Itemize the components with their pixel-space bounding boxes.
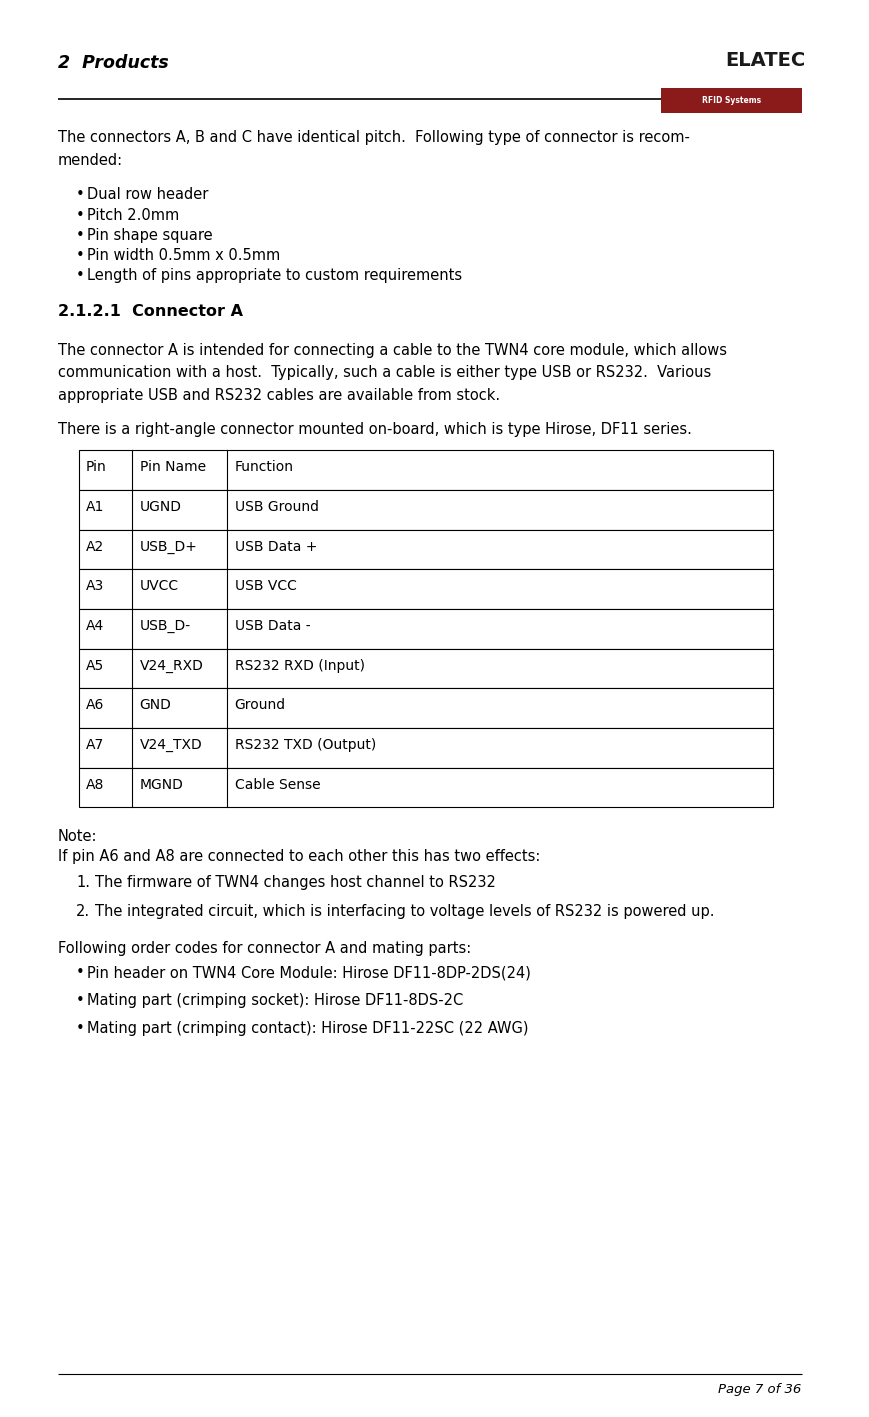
Text: •: • xyxy=(76,268,85,283)
Text: mended:: mended: xyxy=(58,153,123,167)
Text: V24_TXD: V24_TXD xyxy=(140,738,202,752)
Text: Dual row header: Dual row header xyxy=(87,187,209,203)
Text: USB VCC: USB VCC xyxy=(235,580,296,594)
Text: RFID Systems: RFID Systems xyxy=(702,96,761,105)
FancyBboxPatch shape xyxy=(78,451,773,490)
Text: A6: A6 xyxy=(86,699,104,713)
Text: •: • xyxy=(76,228,85,242)
Text: The connectors A, B and C have identical pitch.  Following type of connector is : The connectors A, B and C have identical… xyxy=(58,130,690,146)
FancyBboxPatch shape xyxy=(78,570,773,609)
Text: Pitch 2.0mm: Pitch 2.0mm xyxy=(87,208,179,222)
FancyBboxPatch shape xyxy=(661,88,801,113)
Text: Function: Function xyxy=(235,461,294,475)
Text: A8: A8 xyxy=(86,778,104,792)
FancyBboxPatch shape xyxy=(78,689,773,728)
Text: A3: A3 xyxy=(86,580,104,594)
Text: USB Data -: USB Data - xyxy=(235,619,310,633)
Text: A5: A5 xyxy=(86,659,104,673)
Text: Note:: Note: xyxy=(58,829,97,843)
Text: UVCC: UVCC xyxy=(140,580,179,594)
Text: •: • xyxy=(76,208,85,222)
Text: 2.: 2. xyxy=(76,904,90,918)
Text: USB_D+: USB_D+ xyxy=(140,540,197,554)
Text: RS232 TXD (Output): RS232 TXD (Output) xyxy=(235,738,376,752)
Text: 1.: 1. xyxy=(76,874,90,890)
Text: 2.1.2.1  Connector A: 2.1.2.1 Connector A xyxy=(58,303,242,319)
Text: USB Ground: USB Ground xyxy=(235,500,319,514)
Text: •: • xyxy=(76,1022,85,1036)
Text: Mating part (crimping socket): Hirose DF11-8DS-2C: Mating part (crimping socket): Hirose DF… xyxy=(87,993,463,1009)
Text: •: • xyxy=(76,965,85,981)
Text: •: • xyxy=(76,993,85,1009)
FancyBboxPatch shape xyxy=(78,609,773,649)
Text: A7: A7 xyxy=(86,738,104,752)
Text: UGND: UGND xyxy=(140,500,182,514)
FancyBboxPatch shape xyxy=(78,490,773,530)
Text: Pin shape square: Pin shape square xyxy=(87,228,212,242)
Text: Cable Sense: Cable Sense xyxy=(235,778,321,792)
Text: USB_D-: USB_D- xyxy=(140,619,191,633)
Text: V24_RXD: V24_RXD xyxy=(140,659,203,673)
FancyBboxPatch shape xyxy=(78,728,773,768)
Text: Ground: Ground xyxy=(235,699,286,713)
Text: There is a right-angle connector mounted on-board, which is type Hirose, DF11 se: There is a right-angle connector mounted… xyxy=(58,422,692,438)
Text: •: • xyxy=(76,248,85,264)
Text: 2  Products: 2 Products xyxy=(58,54,169,72)
Text: The connector A is intended for connecting a cable to the TWN4 core module, whic: The connector A is intended for connecti… xyxy=(58,343,726,359)
Text: Mating part (crimping contact): Hirose DF11-22SC (22 AWG): Mating part (crimping contact): Hirose D… xyxy=(87,1022,528,1036)
Text: RS232 RXD (Input): RS232 RXD (Input) xyxy=(235,659,365,673)
FancyBboxPatch shape xyxy=(78,530,773,570)
Text: The integrated circuit, which is interfacing to voltage levels of RS232 is power: The integrated circuit, which is interfa… xyxy=(95,904,714,918)
Text: MGND: MGND xyxy=(140,778,183,792)
Text: ELATEC: ELATEC xyxy=(726,51,806,69)
Text: A2: A2 xyxy=(86,540,104,554)
Text: USB Data +: USB Data + xyxy=(235,540,317,554)
Text: A4: A4 xyxy=(86,619,104,633)
Text: The firmware of TWN4 changes host channel to RS232: The firmware of TWN4 changes host channe… xyxy=(95,874,496,890)
Text: Pin Name: Pin Name xyxy=(140,461,206,475)
Text: Page 7 of 36: Page 7 of 36 xyxy=(719,1383,801,1396)
Text: Following order codes for connector A and mating parts:: Following order codes for connector A an… xyxy=(58,941,471,955)
Text: appropriate USB and RS232 cables are available from stock.: appropriate USB and RS232 cables are ava… xyxy=(58,388,500,402)
Text: Pin: Pin xyxy=(86,461,107,475)
Text: Length of pins appropriate to custom requirements: Length of pins appropriate to custom req… xyxy=(87,268,462,283)
Text: Pin header on TWN4 Core Module: Hirose DF11-8DP-2DS(24): Pin header on TWN4 Core Module: Hirose D… xyxy=(87,965,531,981)
FancyBboxPatch shape xyxy=(78,768,773,808)
Text: communication with a host.  Typically, such a cable is either type USB or RS232.: communication with a host. Typically, su… xyxy=(58,366,711,380)
Text: GND: GND xyxy=(140,699,171,713)
FancyBboxPatch shape xyxy=(78,649,773,689)
Text: A1: A1 xyxy=(86,500,104,514)
Text: If pin A6 and A8 are connected to each other this has two effects:: If pin A6 and A8 are connected to each o… xyxy=(58,849,541,864)
Text: Pin width 0.5mm x 0.5mm: Pin width 0.5mm x 0.5mm xyxy=(87,248,280,264)
Text: •: • xyxy=(76,187,85,203)
